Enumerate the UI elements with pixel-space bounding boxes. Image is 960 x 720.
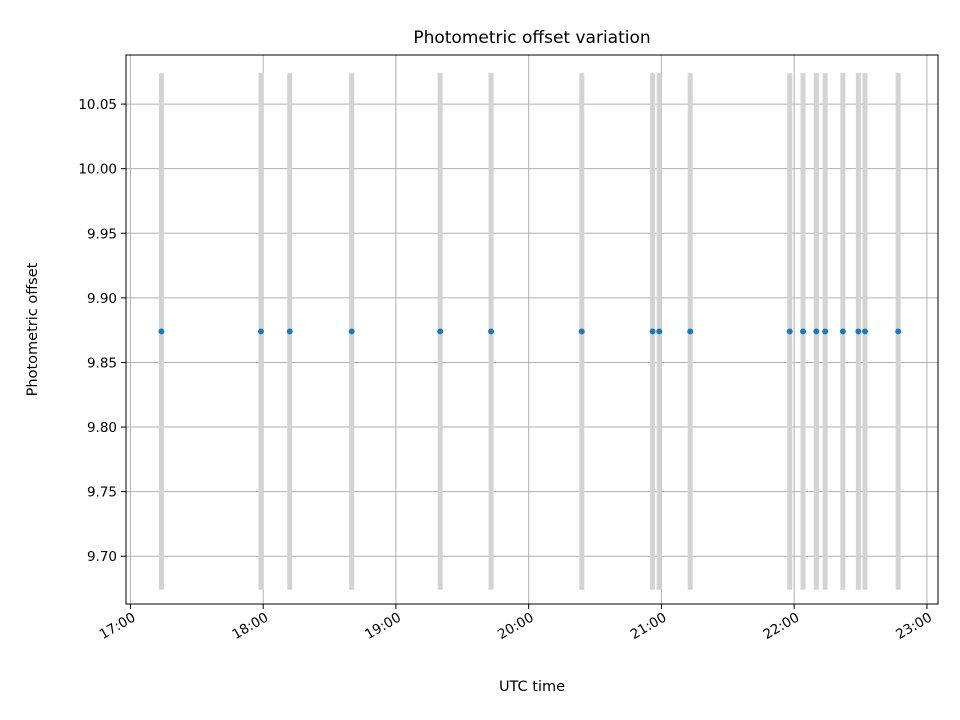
data-point [839, 328, 846, 335]
data-point [855, 328, 862, 335]
data-point [286, 328, 293, 335]
data-point [437, 328, 444, 335]
y-tick-label: 9.85 [87, 355, 117, 371]
y-tick-label: 10.05 [78, 97, 117, 113]
data-point [488, 328, 495, 335]
data-points [158, 328, 902, 335]
y-tick-label: 9.95 [87, 226, 117, 242]
y-axis-label: Photometric offset [25, 262, 41, 396]
data-point [257, 328, 264, 335]
plot-frame [125, 54, 939, 605]
y-axis-ticks: 9.70 9.75 9.80 9.85 9.90 9.95 10.00 10.05 [78, 97, 126, 565]
data-point [656, 328, 663, 335]
data-point [158, 328, 165, 335]
data-point [348, 328, 355, 335]
data-point [786, 328, 793, 335]
y-tick-label: 9.75 [87, 485, 117, 501]
data-point [687, 328, 694, 335]
data-point [800, 328, 807, 335]
data-point [895, 328, 902, 335]
data-point [822, 328, 829, 335]
x-axis-label: UTC time [499, 679, 565, 695]
data-point [861, 328, 868, 335]
chart-title: Photometric offset variation [413, 28, 650, 48]
data-point [649, 328, 656, 335]
data-point [813, 328, 820, 335]
y-tick-label: 9.80 [87, 420, 117, 436]
y-tick-label: 10.00 [78, 162, 117, 178]
y-tick-label: 9.70 [87, 549, 117, 565]
y-tick-label: 9.90 [87, 291, 117, 307]
data-point [578, 328, 585, 335]
